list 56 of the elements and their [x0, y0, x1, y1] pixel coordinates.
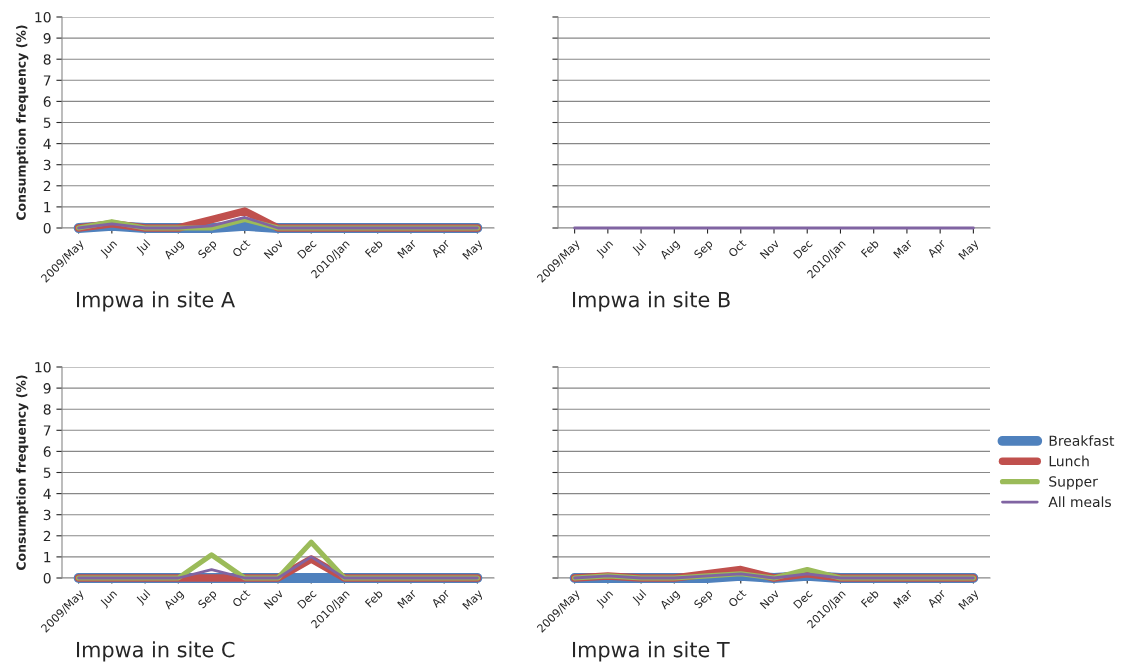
x-tick-label: Oct [231, 588, 251, 608]
y-tick-label: 4 [43, 488, 51, 499]
x-tick-label: Feb [860, 238, 880, 258]
x-tick-label: Feb [364, 238, 384, 258]
x-tick-label: Oct [231, 238, 251, 258]
y-tick-label: 0 [43, 222, 51, 234]
x-tick-label: Jun [595, 239, 615, 259]
x-tick-label: Jul [135, 239, 152, 256]
y-tick-label: 6 [43, 446, 51, 457]
y-tick-label: 9 [43, 383, 51, 394]
y-tick-label: 2 [43, 530, 51, 542]
x-tick-label: Sep [693, 588, 715, 611]
x-tick-label: Apr [926, 238, 948, 260]
x-tick-label: Jul [631, 239, 648, 256]
x-tick-label: Feb [364, 588, 384, 608]
x-tick-label: Jul [631, 589, 648, 606]
x-tick-label: Jul [135, 589, 152, 606]
y-tick-label: 1 [44, 552, 51, 563]
x-tick-label: Oct [727, 588, 747, 608]
y-tick-label: 10 [35, 11, 51, 23]
x-tick-label: Sep [197, 588, 219, 611]
legend-label: Supper [1049, 476, 1098, 490]
y-axis-title: Consumption frequency (%) [16, 375, 29, 570]
y-tick-label: 7 [43, 75, 51, 86]
y-tick-label: 2 [43, 180, 51, 192]
y-tick-label: 7 [43, 425, 51, 436]
x-tick-label: Sep [693, 238, 715, 261]
x-tick-label: Jun [99, 239, 119, 259]
text: Impwa in site C [77, 641, 235, 662]
x-tick-label: Oct [727, 238, 747, 258]
legend-label: Breakfast [1049, 435, 1115, 446]
y-tick-label: 6 [43, 96, 51, 107]
y-tick-label: 5 [43, 117, 51, 128]
x-tick-label: Apr [430, 588, 452, 610]
y-tick-label: 8 [43, 54, 51, 65]
x-tick-label: Feb [860, 588, 880, 608]
legend-label: Lunch [1049, 455, 1089, 467]
y-tick-label: 8 [43, 404, 51, 415]
text: Impwa in site T [573, 641, 730, 662]
y-tick-label: 3 [43, 509, 51, 521]
y-tick-label: 5 [43, 467, 51, 478]
x-tick-label: Apr [926, 588, 948, 610]
x-tick-label: Jun [595, 589, 615, 609]
text: Impwa in site A [77, 291, 235, 312]
x-tick-label: Jun [99, 589, 119, 609]
y-tick-label: 3 [43, 159, 51, 171]
x-tick-label: Apr [430, 238, 452, 260]
text: Impwa in site B [573, 291, 730, 312]
legend-label: All meals [1048, 496, 1111, 508]
x-tick-label: Sep [197, 238, 219, 261]
y-tick-label: 0 [43, 572, 51, 584]
y-tick-label: 10 [35, 361, 51, 373]
y-axis-title: Consumption frequency (%) [16, 25, 29, 220]
y-tick-label: 4 [43, 138, 51, 149]
y-tick-label: 1 [44, 202, 51, 213]
y-tick-label: 9 [43, 33, 51, 44]
